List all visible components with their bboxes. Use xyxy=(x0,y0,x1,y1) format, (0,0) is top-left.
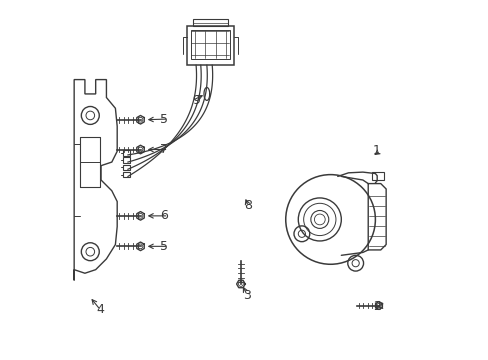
Bar xyxy=(122,150,129,156)
Bar xyxy=(122,157,129,163)
Text: 5: 5 xyxy=(160,113,168,126)
Bar xyxy=(371,172,384,180)
Text: 5: 5 xyxy=(160,240,168,253)
Text: 1: 1 xyxy=(372,144,380,157)
Text: 9: 9 xyxy=(192,94,200,107)
Bar xyxy=(192,19,228,26)
Text: 8: 8 xyxy=(244,199,252,212)
Text: 6: 6 xyxy=(160,210,168,222)
Bar xyxy=(122,172,129,177)
Text: 3: 3 xyxy=(243,289,251,302)
Text: 2: 2 xyxy=(372,300,380,313)
Text: 7: 7 xyxy=(160,143,168,156)
Text: 4: 4 xyxy=(96,303,104,316)
Bar xyxy=(187,26,233,65)
Bar xyxy=(122,165,129,170)
Bar xyxy=(190,30,230,59)
